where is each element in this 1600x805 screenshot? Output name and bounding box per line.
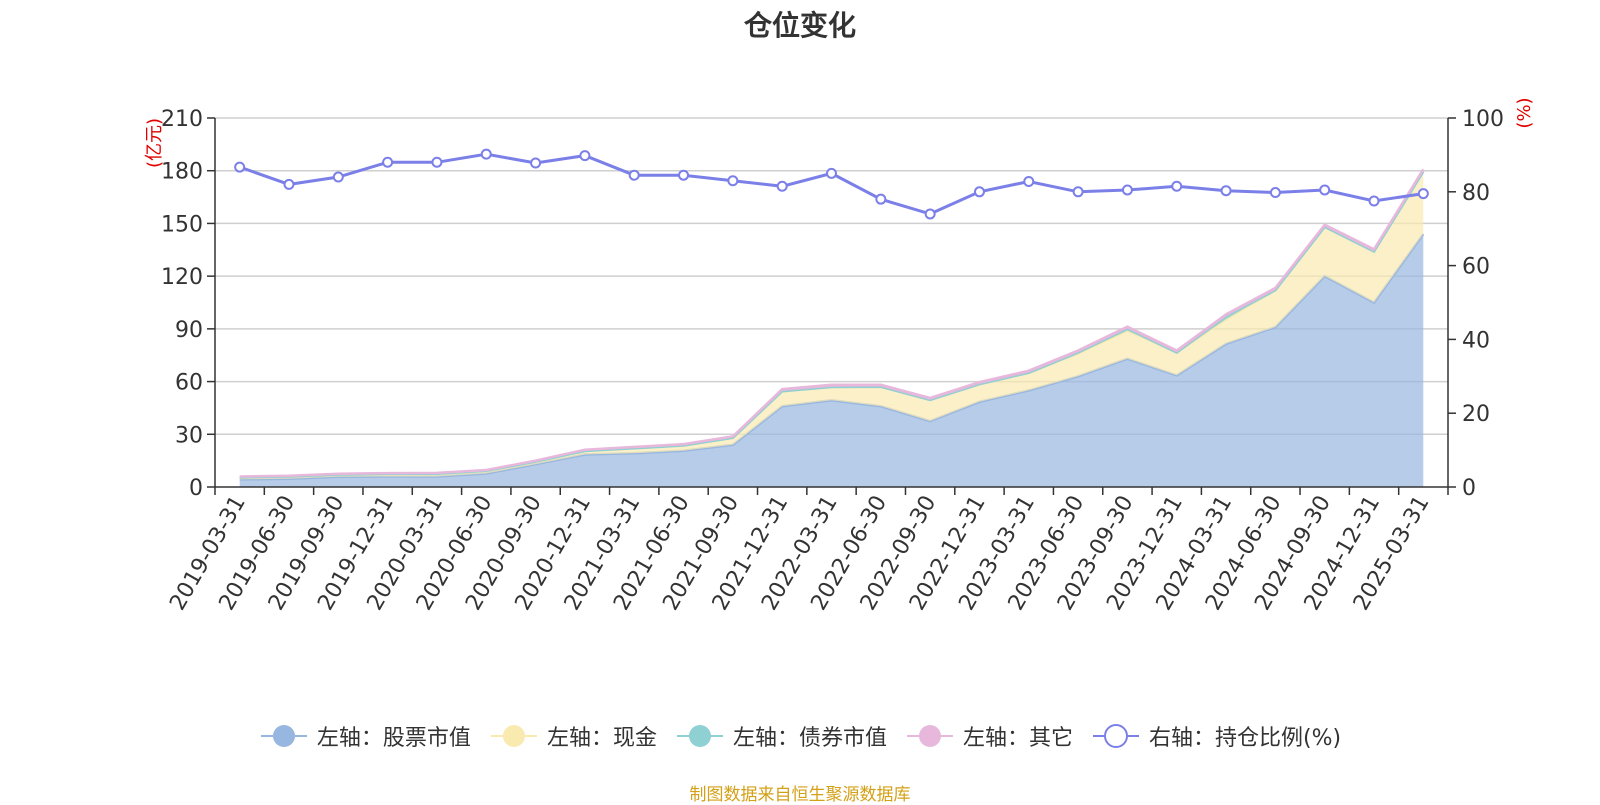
ratio-point: [431, 156, 443, 168]
ratio-point: [727, 175, 739, 187]
ratio-point: [1023, 175, 1035, 187]
area-edge: [239, 168, 1425, 478]
y-right-tick-label: 80: [1462, 181, 1490, 206]
ratio-point: [924, 208, 936, 220]
legend-label: 左轴：其它: [962, 726, 1073, 751]
ratio-point: [480, 148, 492, 160]
ratio-point: [1417, 188, 1429, 200]
area-97b6e0: [239, 234, 1424, 487]
legend-symbol-icon: [1092, 724, 1139, 748]
legend-item[interactable]: 左轴：现金: [489, 720, 657, 752]
y-left-unit-label: (亿元): [144, 118, 165, 168]
ratio-line: [239, 152, 1424, 216]
ratio-point: [579, 150, 591, 162]
ratio-point: [382, 156, 394, 168]
ratio-point: [776, 180, 788, 192]
legend-symbol-icon: [260, 725, 307, 747]
y-left-tick-label: 150: [161, 212, 203, 237]
y-left-tick-label: 60: [175, 371, 203, 396]
line-series: [234, 148, 1429, 220]
ratio-point: [283, 178, 295, 190]
ratio-point: [1171, 180, 1183, 192]
ratio-point: [1319, 184, 1331, 196]
legend-symbol-icon: [676, 725, 723, 747]
y-left-tick-label: 210: [161, 107, 203, 132]
ratio-point: [1121, 184, 1133, 196]
ratio-point: [332, 171, 344, 183]
chart-plot: 0306090120150180210020406080100(亿元)(%)20…: [144, 97, 1535, 614]
legend-symbol-icon: [906, 725, 953, 747]
ratio-point: [628, 169, 640, 181]
y-right-tick-label: 60: [1462, 255, 1490, 280]
ratio-point: [678, 169, 690, 181]
area-series: [239, 168, 1425, 487]
y-left-tick-label: 0: [189, 476, 203, 501]
legend-item[interactable]: 左轴：股票市值: [259, 720, 471, 752]
ratio-point: [1269, 187, 1281, 199]
y-right-tick-label: 100: [1462, 107, 1504, 132]
legend-item[interactable]: 右轴：持仓比例(%): [1091, 720, 1341, 752]
y-right-tick-label: 40: [1462, 328, 1490, 353]
y-right-tick-label: 20: [1462, 402, 1490, 427]
ratio-point: [875, 193, 887, 205]
ratio-point: [1220, 185, 1232, 197]
ratio-point: [530, 157, 542, 169]
legend: 左轴：股票市值 左轴：现金 左轴：债券市值 左轴：其它 右轴：持仓比例(%): [0, 720, 1600, 752]
legend-label: 左轴：股票市值: [316, 726, 471, 751]
y-left-tick-label: 120: [161, 265, 203, 290]
ratio-point: [234, 161, 246, 173]
ratio-point: [1072, 186, 1084, 198]
source-note: 制图数据来自恒生聚源数据库: [689, 785, 911, 805]
y-left-tick-label: 180: [161, 160, 203, 185]
y-right-unit-label: (%): [1514, 97, 1535, 128]
y-left-tick-label: 30: [175, 423, 203, 448]
legend-item[interactable]: 左轴：债券市值: [675, 720, 887, 752]
legend-label: 左轴：现金: [546, 726, 657, 751]
legend-symbol-icon: [490, 725, 537, 747]
y-left-tick-label: 90: [175, 318, 203, 343]
legend-label: 左轴：债券市值: [732, 726, 887, 751]
y-right-tick-label: 0: [1462, 476, 1476, 501]
legend-item[interactable]: 左轴：其它: [905, 720, 1073, 752]
ratio-point: [973, 186, 985, 198]
ratio-point: [826, 167, 837, 179]
legend-label: 右轴：持仓比例(%): [1148, 726, 1342, 751]
ratio-point: [1368, 195, 1380, 207]
chart-title: 仓位变化: [743, 9, 856, 42]
